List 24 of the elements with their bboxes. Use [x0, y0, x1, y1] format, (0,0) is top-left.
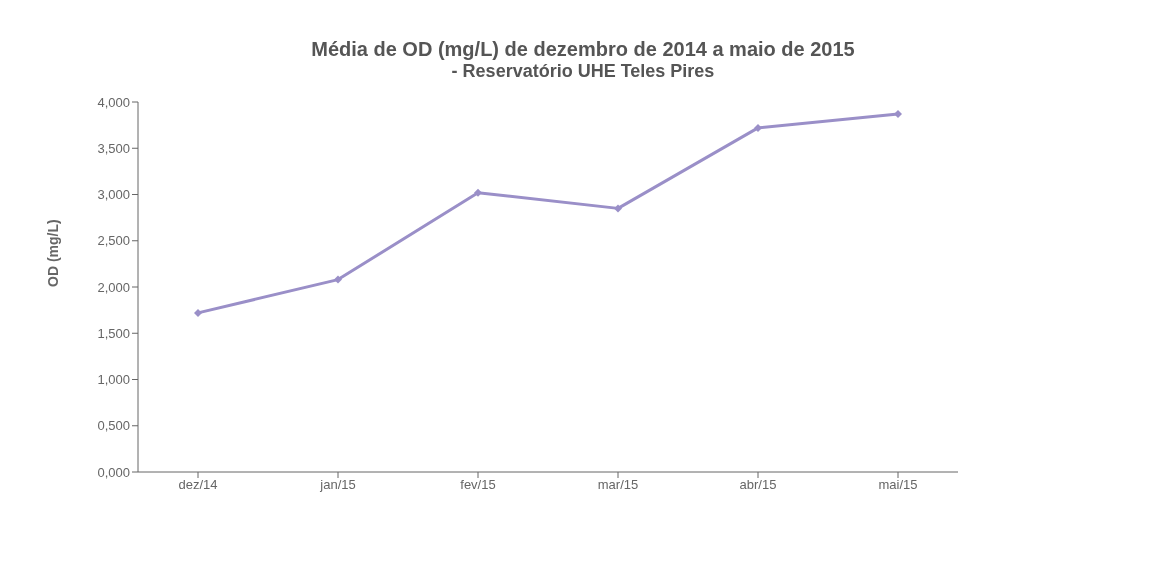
x-tick-label: abr/15 [739, 477, 777, 493]
point [754, 123, 762, 132]
x-tick-label: dez/14 [178, 477, 218, 493]
y-tick-label: 1,000 [97, 372, 130, 388]
y-tick-label: 0,000 [97, 464, 130, 480]
y-tick-label: 1,500 [97, 325, 130, 341]
x-tick-label: mar/15 [597, 477, 639, 493]
chart-subtitle: - Reservatório UHE Teles Pires [450, 61, 716, 82]
y-tick-label: 4,000 [97, 94, 130, 110]
x-tick-label: jan/15 [319, 477, 356, 493]
y-axis-title: OD (mg/L) [44, 219, 61, 287]
chart-title: Média de OD (mg/L) de dezembro de 2014 a maio de 2015 [310, 37, 856, 61]
y-tick-label: 3,500 [97, 140, 130, 156]
point [614, 204, 622, 213]
x-tick-label: fev/15 [460, 477, 496, 493]
point [194, 308, 202, 317]
y-tick-label: 2,000 [97, 279, 130, 295]
x-tick-label: mai/15 [878, 477, 918, 493]
y-tick-label: 2,500 [97, 233, 130, 249]
point [334, 275, 342, 284]
point [474, 188, 482, 197]
y-tick-label: 3,000 [97, 187, 130, 203]
y-tick-label: 0,500 [97, 418, 130, 434]
point [894, 110, 902, 119]
